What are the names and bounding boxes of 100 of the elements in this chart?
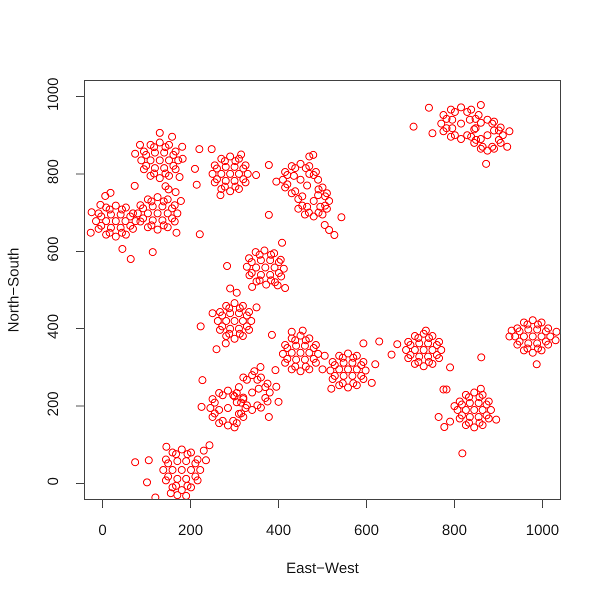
point [220,182,229,191]
point [225,330,234,338]
point [274,268,283,277]
point [182,457,190,466]
point [92,217,100,226]
point [158,216,166,224]
point [130,182,139,190]
point [442,385,451,394]
point [470,423,478,432]
point [264,380,272,388]
point [212,164,221,172]
point [165,140,173,149]
point [410,122,418,131]
point [106,210,115,219]
point [320,220,329,229]
point [310,344,318,352]
point [226,187,234,196]
point [173,474,182,483]
point [309,150,318,159]
point [544,340,552,349]
point [302,336,310,344]
point [310,171,318,180]
point [146,172,155,180]
point [195,145,204,154]
point [166,489,175,498]
point [283,171,292,180]
point [226,170,234,178]
point [439,127,448,136]
point [520,332,528,340]
point [142,162,150,170]
x-tick-label: 600 [354,522,379,539]
point [484,414,493,422]
point [533,325,542,334]
point [414,334,422,342]
point [352,352,361,360]
point [483,131,492,140]
point [494,126,503,135]
point [253,376,262,384]
point [414,358,422,366]
point [248,268,256,277]
point [318,365,326,374]
point [478,390,487,399]
point [467,132,476,141]
point [112,232,120,241]
point [291,164,300,172]
point [261,264,270,272]
point [478,421,487,430]
point [458,449,466,458]
point [388,350,396,359]
point [288,365,296,374]
point [303,182,312,190]
point [348,372,356,380]
point [470,388,478,397]
point [208,309,217,318]
point [230,334,239,343]
point [264,397,272,406]
point [420,346,428,354]
point [288,162,296,170]
point [210,161,219,170]
point [466,399,474,408]
point [520,318,528,327]
point [428,332,436,340]
point [165,156,173,164]
point [520,346,528,354]
point [513,340,522,349]
point [291,187,300,196]
point [154,209,162,218]
point [432,351,441,360]
point [248,258,256,266]
point [446,418,454,426]
point [122,204,130,212]
point [335,352,344,360]
point [102,217,110,226]
point [234,184,243,193]
point [136,201,144,210]
x-tick-label: 1000 [526,522,560,539]
point [321,192,330,200]
point [237,150,246,159]
point [245,326,254,334]
point [168,204,176,212]
point [264,412,273,421]
point [176,196,185,205]
point [244,170,252,178]
point [146,140,155,149]
point [472,136,480,144]
point [216,191,224,200]
point [160,221,168,230]
point [232,419,241,428]
x-axis-title: East−West [286,560,360,577]
point [234,410,243,418]
point [340,358,348,367]
point [132,217,140,226]
point [242,376,251,384]
point [338,354,347,362]
point [239,412,248,421]
point [534,344,542,352]
point [151,493,160,499]
point [224,421,232,430]
point [424,334,433,342]
point [256,270,265,279]
